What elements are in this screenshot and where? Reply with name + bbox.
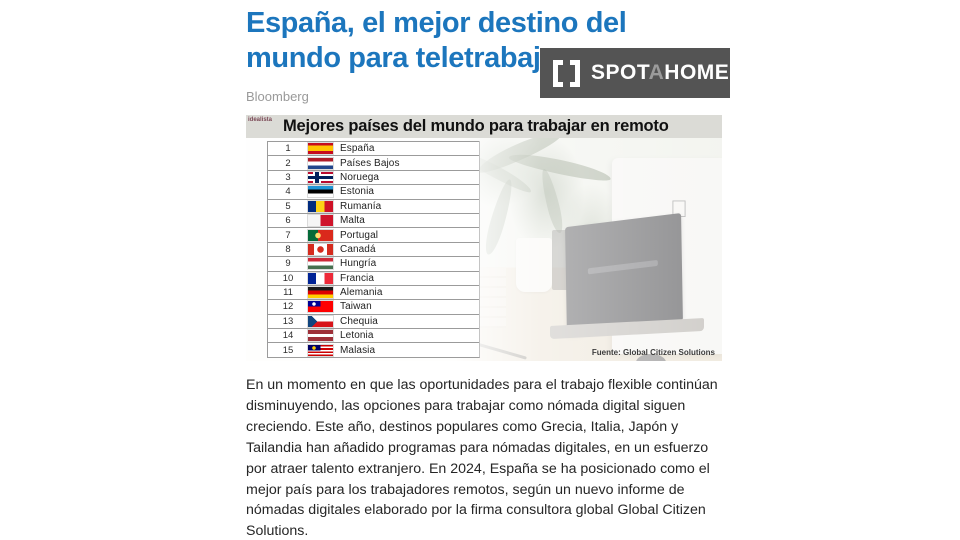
rank-number: 10 (282, 272, 294, 284)
infographic-title: Mejores países del mundo para trabajar e… (283, 117, 669, 135)
ranking-row: 3 Noruega (268, 169, 479, 185)
ranking-row: 15 Malasia (268, 342, 479, 357)
country-name: Estonia (340, 186, 375, 198)
country-name: Noruega (340, 171, 380, 183)
country-flag-icon (308, 258, 333, 270)
rank-number: 8 (285, 243, 291, 255)
country-name: Hungría (340, 258, 377, 270)
ranking-row: 8 Canadá (268, 241, 479, 257)
ranking-row: 9 Hungría (268, 256, 479, 271)
ranking-row: 14 Letonia (268, 328, 479, 343)
rank-number: 4 (285, 186, 291, 198)
country-flag-icon (308, 143, 333, 155)
infographic-source: Fuente: Global Citizen Solutions (591, 348, 715, 357)
rank-number: 14 (282, 330, 294, 342)
country-name: Países Bajos (340, 157, 400, 169)
country-name: Rumanía (340, 200, 382, 212)
rank-number: 13 (282, 315, 294, 327)
article-content: España, el mejor destino del mundo para … (246, 0, 724, 540)
ranking-row: 4 Estonia (268, 184, 479, 199)
rank-number: 1 (285, 143, 291, 155)
ranking-row: 7 Portugal (268, 227, 479, 242)
spotahome-watermark: SPOTAHOME (540, 48, 730, 98)
rank-number: 12 (282, 301, 294, 313)
idealista-logo: idealista (248, 117, 273, 123)
country-name: Francia (340, 272, 375, 284)
bracket-square-icon (553, 59, 580, 87)
ranking-row: 2 Países Bajos (268, 155, 479, 170)
ranking-row: 13 Chequia (268, 313, 479, 329)
rank-number: 3 (285, 171, 291, 183)
spotahome-logo-text: SPOTAHOME (591, 61, 730, 84)
rank-number: 9 (285, 258, 291, 270)
country-flag-icon (308, 171, 333, 183)
country-name: Portugal (340, 229, 379, 241)
country-name: Malta (340, 215, 365, 227)
infographic-header: idealista Mejores países del mundo para … (246, 115, 722, 138)
ranking-row: 10 Francia (268, 270, 479, 285)
country-name: España (340, 143, 375, 155)
rank-number: 5 (285, 200, 291, 212)
country-flag-icon (308, 157, 333, 169)
country-flag-icon (308, 301, 333, 313)
country-flag-icon (308, 315, 333, 327)
ranking-row: 12 Taiwan (268, 299, 479, 314)
country-name: Malasia (340, 344, 376, 356)
ranking-table: 1 España 2 Países Bajos 3 Noruega 4 Esto… (267, 141, 480, 358)
rank-number: 2 (285, 157, 291, 169)
country-flag-icon (308, 186, 333, 198)
rank-number: 6 (285, 215, 291, 227)
country-name: Alemania (340, 287, 383, 299)
rank-number: 11 (283, 287, 293, 299)
country-name: Chequia (340, 315, 378, 327)
article-source: Bloomberg (246, 89, 309, 104)
rank-number: 15 (282, 344, 294, 356)
rank-number: 7 (285, 229, 291, 241)
ranking-row: 5 Rumanía (268, 198, 479, 213)
country-flag-icon (308, 215, 333, 227)
ranking-row: 11 Alemania (268, 284, 479, 300)
country-name: Canadá (340, 243, 376, 255)
country-flag-icon (308, 287, 333, 299)
article-title: España, el mejor destino del mundo para … (246, 7, 627, 74)
country-flag-icon (308, 344, 333, 356)
country-name: Letonia (340, 330, 374, 342)
country-flag-icon (308, 272, 333, 284)
country-flag-icon (308, 330, 333, 342)
country-flag-icon (308, 229, 333, 241)
ranking-row: 6 Malta (268, 212, 479, 228)
country-flag-icon (308, 200, 333, 212)
article-body: En un momento en que las oportunidades p… (246, 377, 718, 540)
country-flag-icon (308, 243, 333, 255)
country-name: Taiwan (340, 301, 372, 313)
ranking-infographic-image: idealista Mejores países del mundo para … (246, 115, 722, 361)
ranking-row: 1 España (268, 141, 479, 156)
